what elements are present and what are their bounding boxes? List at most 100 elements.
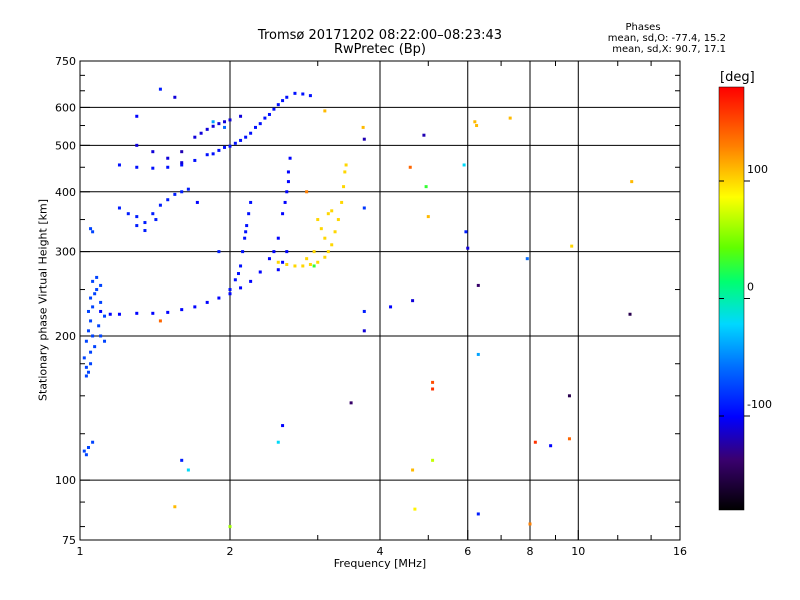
data-point [117, 163, 121, 167]
data-point [180, 150, 184, 154]
x-axis-ticks: 1 2 4 6 8 10 16 [77, 61, 687, 558]
data-point [84, 339, 88, 343]
data-point [217, 122, 221, 126]
x-tick-label: 2 [227, 545, 234, 558]
data-point [272, 250, 276, 254]
data-point [143, 229, 147, 233]
data-point [431, 387, 435, 391]
data-point [244, 230, 248, 234]
data-point [263, 116, 267, 120]
data-point [464, 230, 468, 234]
data-point [158, 319, 162, 323]
data-point [117, 312, 121, 316]
data-point [89, 296, 93, 300]
data-point [84, 365, 88, 369]
data-point [466, 246, 470, 250]
data-point [285, 95, 289, 99]
data-point [476, 512, 480, 516]
data-point [549, 444, 553, 448]
data-point [316, 260, 320, 264]
data-point [135, 311, 139, 315]
data-point [628, 312, 632, 316]
x-tick-label: 10 [571, 545, 585, 558]
data-point [462, 163, 466, 167]
y-tick-label: 400 [55, 186, 76, 199]
data-point [533, 440, 537, 444]
data-point [151, 166, 155, 170]
data-point [411, 299, 415, 303]
data-point [158, 87, 162, 91]
data-point [258, 122, 262, 126]
data-point [308, 94, 312, 98]
phases-o-stats: mean, sd,O: -77.4, 15.2 [607, 33, 726, 44]
data-point [476, 352, 480, 356]
data-point [193, 305, 197, 309]
data-point [245, 224, 249, 228]
data-point [426, 215, 430, 219]
data-point [89, 227, 93, 231]
data-point [151, 311, 155, 315]
data-point [91, 334, 95, 338]
data-point [239, 286, 243, 290]
data-point [528, 522, 532, 526]
x-axis-label: Frequency [MHz] [333, 557, 427, 570]
y-tick-label: 200 [55, 330, 76, 343]
data-point [193, 158, 197, 162]
data-point [86, 445, 90, 449]
data-point [243, 236, 247, 240]
data-point [166, 156, 170, 160]
data-point [285, 262, 289, 266]
data-point [205, 127, 209, 131]
data-point [340, 200, 344, 204]
data-point [103, 314, 107, 318]
data-point [103, 339, 107, 343]
x-tick-label: 6 [464, 545, 471, 558]
data-point [117, 206, 121, 210]
chart-subtitle: RwPretec (Bp) [333, 42, 427, 57]
data-point [211, 120, 215, 124]
data-point [228, 288, 232, 292]
data-point [135, 224, 139, 228]
data-point [422, 133, 426, 137]
data-point [344, 163, 348, 167]
data-point [228, 118, 232, 122]
data-point [316, 218, 320, 222]
data-point [301, 264, 305, 268]
data-point [93, 292, 97, 296]
data-point [362, 309, 366, 313]
data-point [239, 138, 243, 142]
data-point [108, 312, 112, 316]
data-point [91, 305, 95, 309]
data-point [408, 165, 412, 169]
data-point [97, 324, 101, 328]
data-point [301, 92, 305, 96]
data-point [308, 262, 312, 266]
data-point [205, 300, 209, 304]
data-point [86, 329, 90, 333]
y-tick-label: 75 [62, 534, 76, 547]
data-point [285, 250, 289, 254]
data-point [362, 329, 366, 333]
phases-x-stats: mean, sd,X: 90.7, 17.1 [612, 44, 726, 55]
data-point [180, 190, 184, 194]
data-point [135, 215, 139, 219]
data-point [154, 218, 158, 222]
data-point [135, 114, 139, 118]
data-point [276, 236, 280, 240]
data-point [228, 525, 232, 529]
y-tick-label: 100 [55, 474, 76, 487]
data-point [305, 190, 309, 194]
data-point [244, 135, 248, 139]
data-point [228, 144, 232, 148]
x-tick-label: 1 [77, 545, 84, 558]
data-point [272, 107, 276, 111]
data-point [293, 91, 297, 95]
colorbar-tick-label: -100 [747, 398, 772, 411]
data-point [91, 230, 95, 234]
data-point [283, 200, 287, 204]
data-point [281, 99, 285, 103]
y-tick-label: 300 [55, 246, 76, 259]
data-point [186, 187, 190, 191]
data-point [276, 260, 280, 264]
data-point [276, 268, 280, 272]
